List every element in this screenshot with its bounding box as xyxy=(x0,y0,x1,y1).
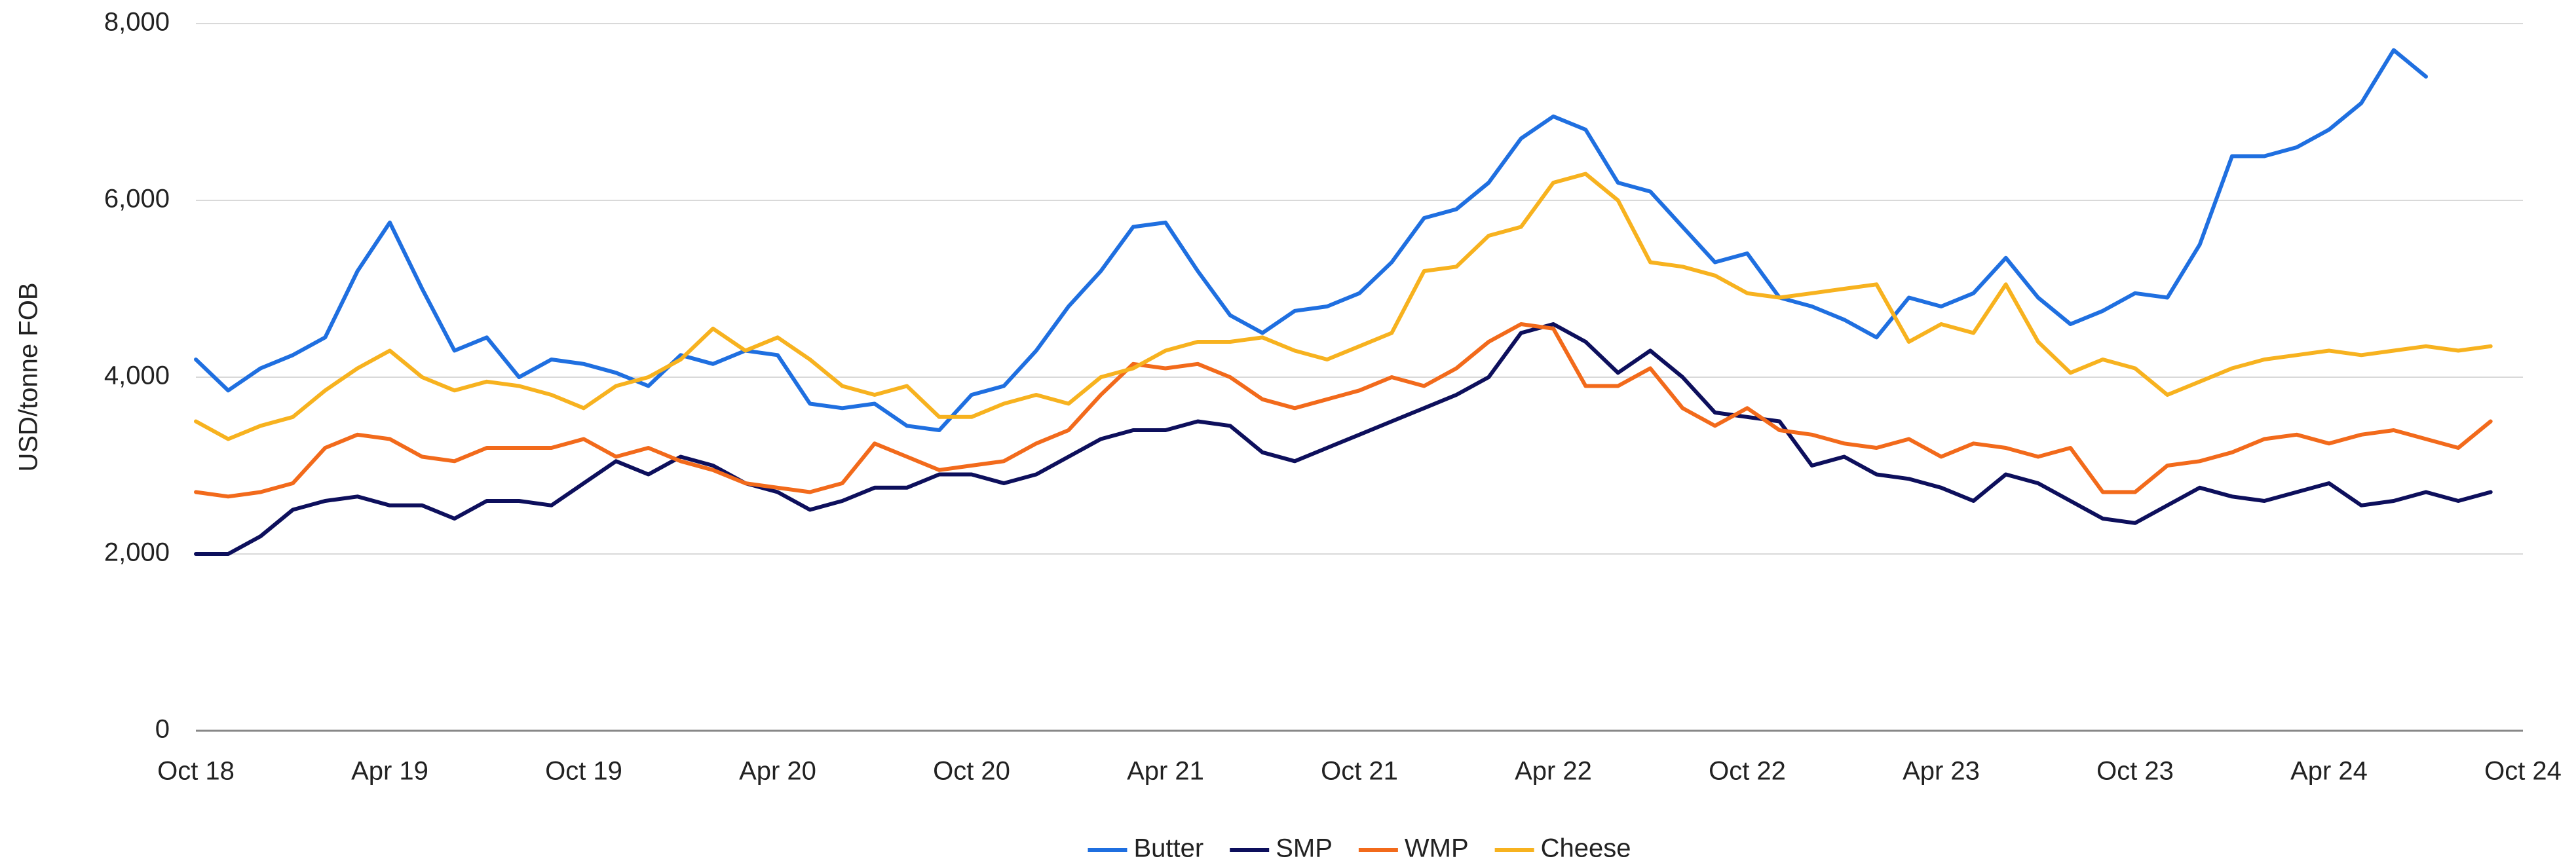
legend-label: Butter xyxy=(1133,834,1203,863)
x-tick-label: Apr 21 xyxy=(1127,757,1204,786)
legend-label: Cheese xyxy=(1541,834,1631,863)
x-tick-label: Apr 22 xyxy=(1515,757,1592,786)
x-tick-label: Oct 19 xyxy=(545,757,622,786)
y-tick-label: 2,000 xyxy=(104,538,170,567)
y-tick-label: 8,000 xyxy=(104,8,170,37)
y-tick-label: 6,000 xyxy=(104,185,170,213)
x-tick-label: Apr 23 xyxy=(1903,757,1980,786)
x-tick-label: Apr 19 xyxy=(351,757,428,786)
series-line xyxy=(194,322,2493,556)
x-tick-label: Oct 23 xyxy=(2096,757,2174,786)
x-tick-label: Oct 22 xyxy=(1709,757,1786,786)
x-tick-label: Apr 20 xyxy=(739,757,816,786)
x-tick-label: Apr 24 xyxy=(2290,757,2368,786)
legend-label: SMP xyxy=(1276,834,1333,863)
x-tick-label: Oct 21 xyxy=(1321,757,1398,786)
y-axis-label: USD/tonne FOB xyxy=(14,282,43,471)
x-tick-label: Oct 24 xyxy=(2484,757,2562,786)
x-tick-label: Oct 18 xyxy=(157,757,235,786)
y-tick-label: 4,000 xyxy=(104,361,170,390)
series-line xyxy=(194,172,2493,441)
x-tick-label: Oct 20 xyxy=(933,757,1010,786)
y-tick-label: 0 xyxy=(155,715,170,744)
series-line xyxy=(194,48,2428,432)
series-line xyxy=(194,322,2493,499)
legend-label: WMP xyxy=(1405,834,1469,863)
